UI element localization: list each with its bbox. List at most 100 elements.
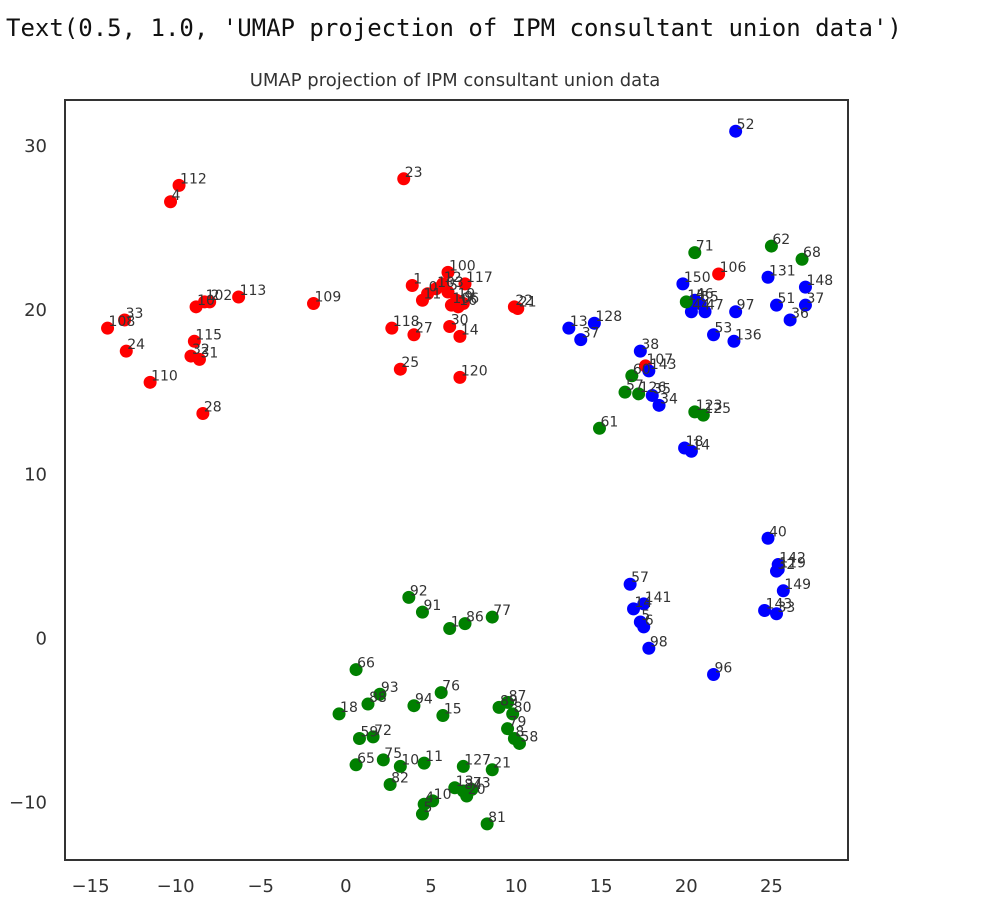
point-label: 1 <box>451 615 460 631</box>
point-label: 32 <box>778 557 796 573</box>
point-label: 4 <box>425 790 434 806</box>
data-point-red <box>196 407 210 421</box>
point-label: 38 <box>641 337 659 353</box>
point-label: 113 <box>240 283 267 299</box>
point-label: 35 <box>653 381 671 397</box>
data-point-red <box>443 320 457 334</box>
data-point-blue <box>783 313 797 327</box>
point-label: 57 <box>626 378 644 394</box>
data-point-blue <box>676 277 690 291</box>
point-label: 27 <box>415 321 433 337</box>
data-point-blue <box>623 577 637 591</box>
point-label: 10 <box>197 293 215 309</box>
data-point-red <box>189 300 203 314</box>
point-label: 25 <box>401 355 419 371</box>
point-label: 14 <box>635 595 653 611</box>
point-label: 9 <box>464 290 473 306</box>
data-point-blue <box>652 398 666 412</box>
data-point-red <box>118 313 132 327</box>
point-label: 71 <box>696 239 714 255</box>
data-point-green <box>501 722 515 736</box>
data-point-green <box>434 686 448 700</box>
point-label: 102 <box>206 288 233 304</box>
data-point-green <box>458 617 472 631</box>
data-point-green <box>485 763 499 777</box>
point-label: 72 <box>374 723 392 739</box>
data-point-blue <box>698 305 712 319</box>
point-label: 5 <box>641 608 650 624</box>
data-point-green <box>393 759 407 773</box>
y-tick-label: 0 <box>36 628 47 649</box>
data-point-blue <box>761 531 775 545</box>
data-point-red <box>192 352 206 366</box>
data-point-blue <box>637 597 651 611</box>
data-point-blue <box>642 641 656 655</box>
data-point-green <box>795 252 809 266</box>
x-tick-label: 0 <box>340 876 351 897</box>
point-label: 115 <box>195 327 222 343</box>
data-point-red <box>441 285 455 299</box>
data-point-blue <box>770 607 784 621</box>
point-label: 62 <box>772 232 790 248</box>
data-point-blue <box>637 620 651 634</box>
point-label: 10 <box>434 787 452 803</box>
data-point-green <box>679 295 693 309</box>
point-label: 5 <box>423 800 432 816</box>
point-label: 22 <box>515 293 533 309</box>
data-point-blue <box>798 280 812 294</box>
point-label: 148 <box>806 273 833 289</box>
point-label: 21 <box>519 294 537 310</box>
point-label: 37 <box>806 291 824 307</box>
chart-title: UMAP projection of IPM consultant union … <box>250 70 661 91</box>
data-point-green <box>402 590 416 604</box>
data-point-green <box>407 699 421 713</box>
data-point-green <box>456 759 470 773</box>
x-tick-label: −10 <box>157 876 195 897</box>
point-label: 34 <box>660 391 678 407</box>
point-label: 60 <box>633 362 651 378</box>
point-label: 14 <box>692 437 710 453</box>
point-label: 75 <box>384 746 402 762</box>
data-point-red <box>441 265 455 279</box>
point-label: 86 <box>466 610 484 626</box>
point-label: 58 <box>520 729 538 745</box>
point-label: 97 <box>737 298 755 314</box>
data-point-blue <box>587 316 601 330</box>
point-label: 46 <box>696 286 714 302</box>
point-label: 131 <box>769 263 796 279</box>
x-tick-label: 5 <box>425 876 436 897</box>
point-label: 5 <box>449 278 458 294</box>
data-point-red <box>511 301 525 315</box>
plot-frame <box>64 99 849 861</box>
x-tick-label: 25 <box>760 876 783 897</box>
data-point-red <box>119 344 133 358</box>
data-point-red <box>101 321 115 335</box>
point-label: 4 <box>172 188 181 204</box>
point-label: 10 <box>401 752 419 768</box>
data-point-green <box>460 789 474 803</box>
point-label: 93 <box>381 680 399 696</box>
data-point-red <box>164 195 178 209</box>
point-label: 6 <box>645 613 654 629</box>
point-label: 79 <box>509 715 527 731</box>
point-label: 8 <box>515 725 524 741</box>
point-label: 96 <box>715 661 733 677</box>
data-point-blue <box>798 298 812 312</box>
data-point-green <box>349 663 363 677</box>
point-label: 55 <box>701 290 719 306</box>
data-point-blue <box>707 668 721 682</box>
y-tick-label: 20 <box>24 300 47 321</box>
data-points <box>101 124 812 831</box>
point-label: 23 <box>405 165 423 181</box>
point-label: 143 <box>766 596 793 612</box>
point-label: 123 <box>696 398 723 414</box>
data-point-blue <box>776 584 790 598</box>
data-point-green <box>688 246 702 260</box>
data-point-blue <box>627 602 641 616</box>
point-label: 77 <box>493 603 511 619</box>
point-label: 73 <box>473 775 491 791</box>
data-point-green <box>696 408 710 422</box>
point-label: 24 <box>127 337 145 353</box>
point-label: 94 <box>415 692 433 708</box>
